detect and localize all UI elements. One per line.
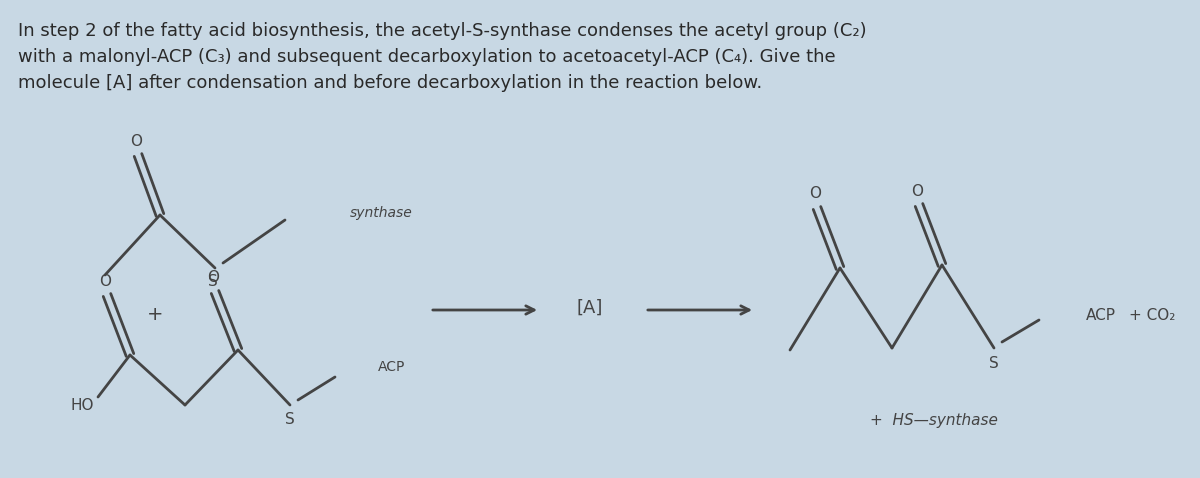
Text: +  HS—synthase: + HS—synthase	[870, 413, 998, 427]
Text: O: O	[130, 133, 142, 149]
Text: S: S	[208, 274, 218, 290]
Text: [A]: [A]	[577, 299, 604, 317]
Text: O: O	[208, 271, 220, 285]
Text: O: O	[911, 184, 923, 198]
Text: ACP: ACP	[1086, 308, 1116, 324]
Text: O: O	[809, 186, 821, 202]
Text: + CO₂: + CO₂	[1129, 308, 1175, 324]
Text: ACP: ACP	[378, 360, 406, 374]
Text: +: +	[146, 305, 163, 325]
Text: In step 2 of the fatty acid biosynthesis, the acetyl-S-synthase condenses the ac: In step 2 of the fatty acid biosynthesis…	[18, 22, 866, 40]
Text: molecule [A] after condensation and before decarboxylation in the reaction below: molecule [A] after condensation and befo…	[18, 74, 762, 92]
Text: S: S	[989, 356, 998, 370]
Text: HO: HO	[71, 398, 94, 413]
Text: synthase: synthase	[350, 206, 413, 220]
Text: with a malonyl-ACP (C₃) and subsequent decarboxylation to acetoacetyl-ACP (C₄). : with a malonyl-ACP (C₃) and subsequent d…	[18, 48, 835, 66]
Text: O: O	[98, 273, 112, 289]
Text: S: S	[286, 413, 295, 427]
